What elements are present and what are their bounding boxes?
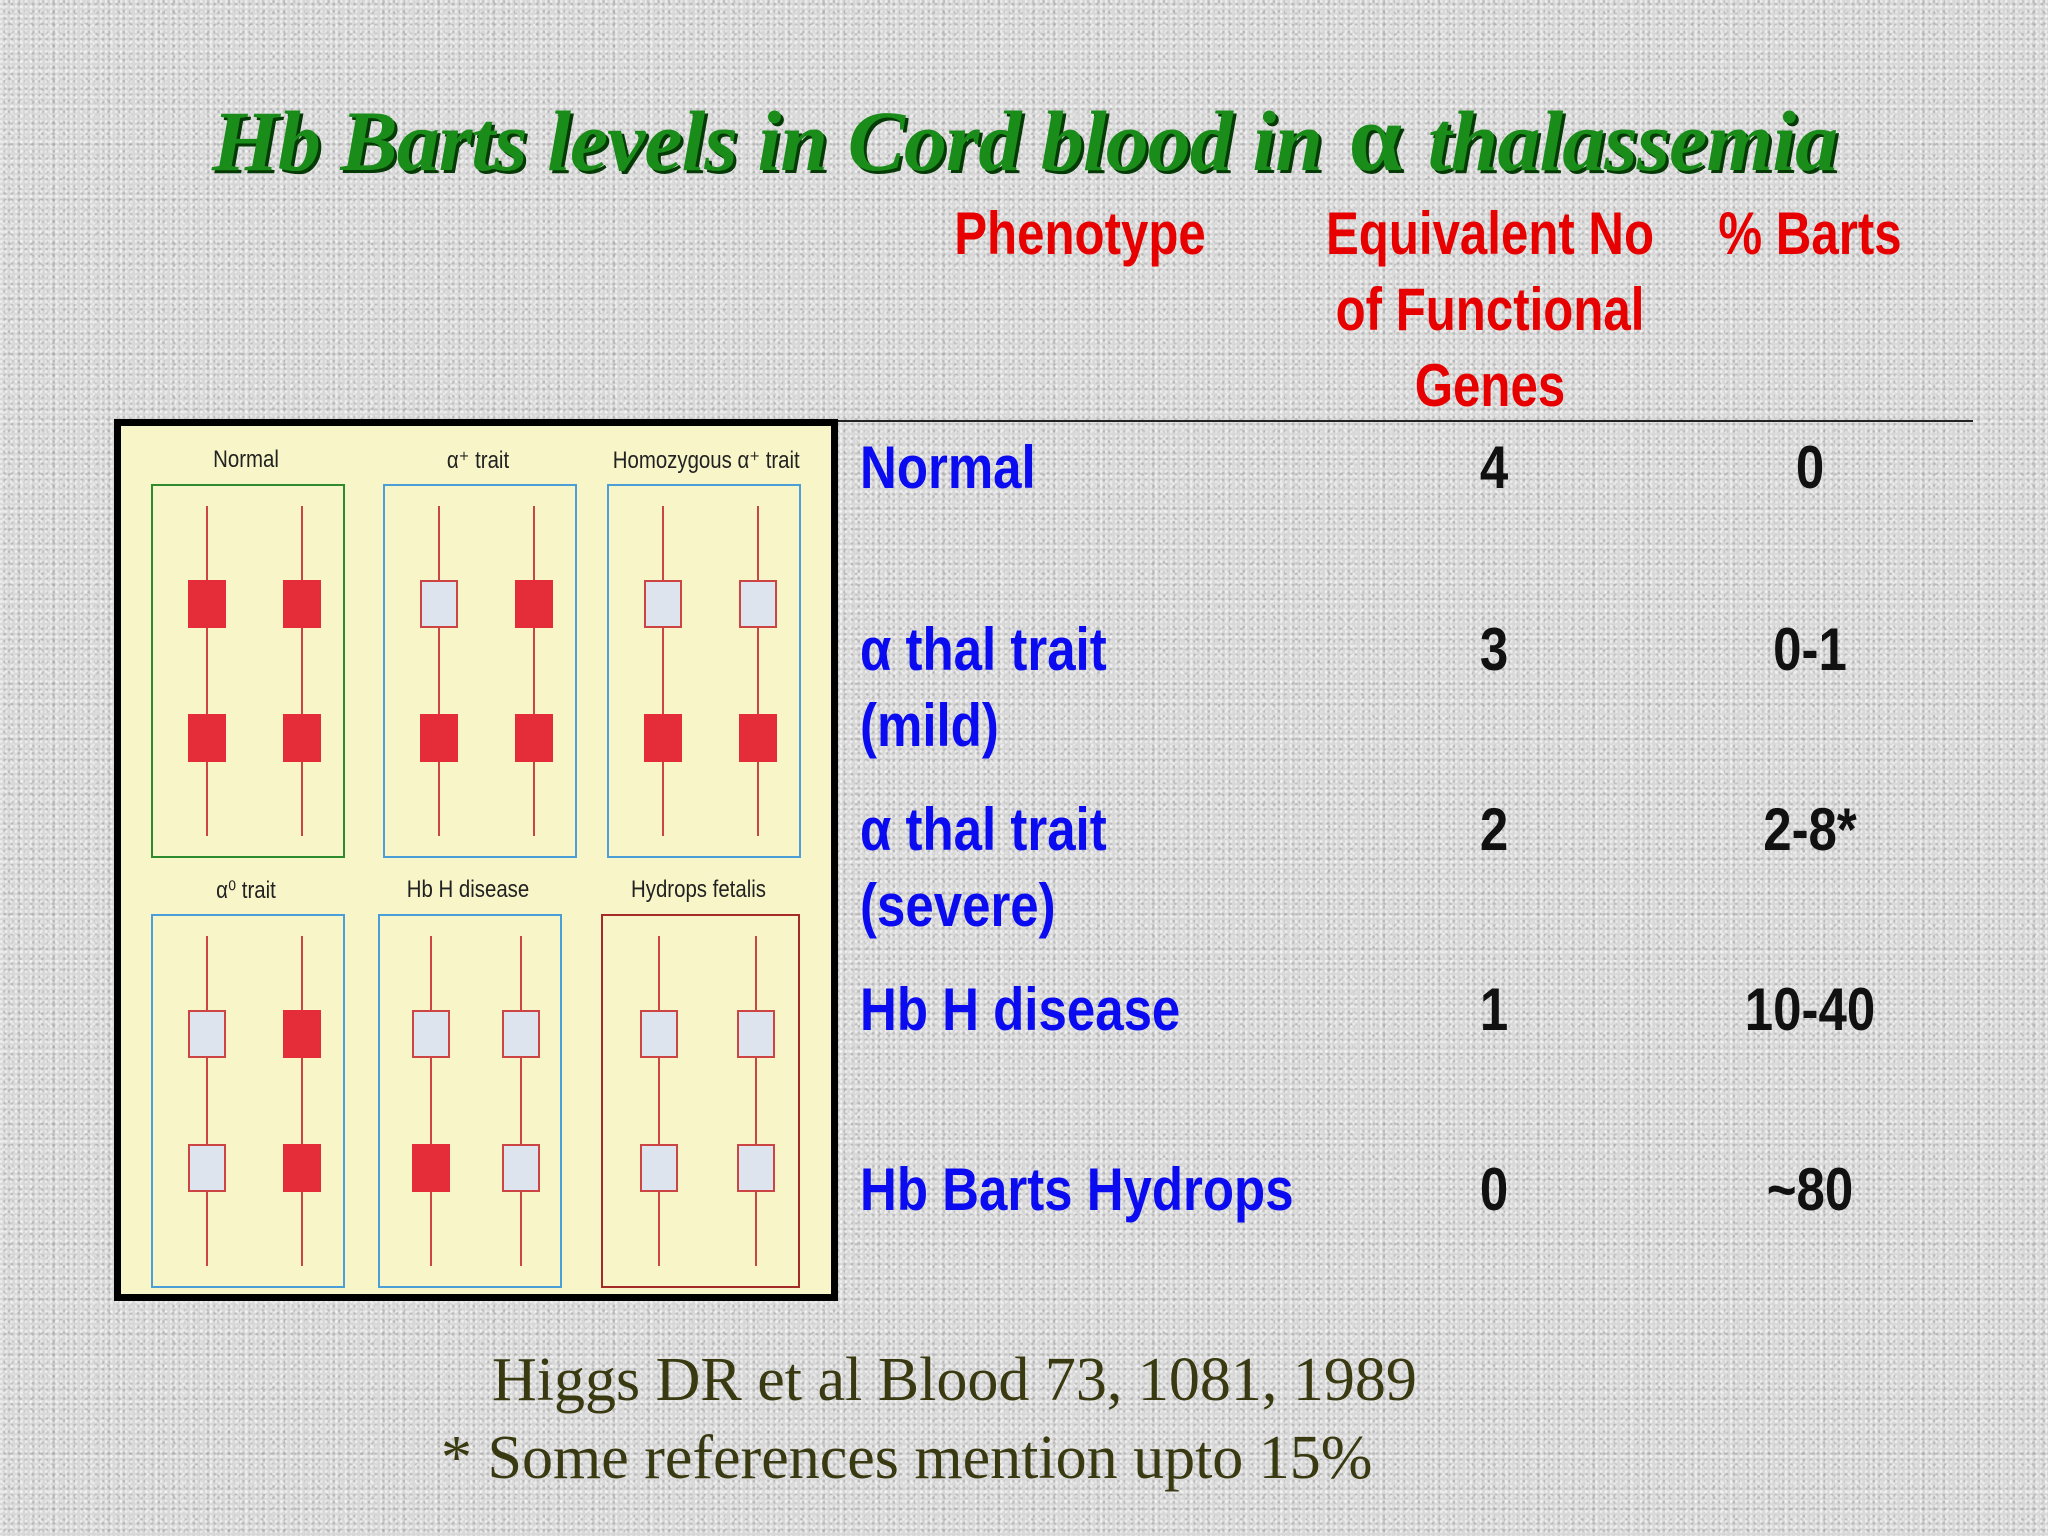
citation-footnote: * Some references mention upto 15% <box>441 1424 1373 1492</box>
genotype-panel <box>601 914 800 1288</box>
functional-gene <box>283 714 321 762</box>
row-hbh-genes: 1 <box>1479 976 1509 1043</box>
deleted-gene <box>640 1010 678 1058</box>
row-phenotype-line2: (mild) <box>860 692 999 759</box>
chromosome-line <box>430 936 432 1266</box>
chromosome-line <box>757 506 759 836</box>
panel-label: Homozygous α⁺ trait <box>612 447 800 474</box>
chromosome-line <box>533 506 535 836</box>
panel-label: Hydrops fetalis <box>631 876 766 903</box>
row-phenotype-line1: α thal trait <box>860 616 1107 683</box>
panel-label: Normal <box>213 446 279 473</box>
functional-gene <box>644 714 682 762</box>
row-normal-genes: 4 <box>1479 434 1509 501</box>
deleted-gene <box>739 580 777 628</box>
row-normal-phenotype: Normal <box>860 430 1036 506</box>
deleted-gene <box>412 1010 450 1058</box>
chromosome-line <box>520 936 522 1266</box>
row-phenotype-line1: Normal <box>860 434 1036 501</box>
row-normal-barts: 0 <box>1795 434 1825 501</box>
chromosome-line <box>438 506 440 836</box>
title-text-after: thalassemia <box>1427 93 1839 189</box>
genotype-panel <box>378 914 562 1288</box>
deleted-gene <box>737 1010 775 1058</box>
chromosome-line <box>662 506 664 836</box>
header-equivalent-line1: Equivalent No <box>1325 200 1655 267</box>
deleted-gene <box>188 1144 226 1192</box>
chromosome-line <box>206 936 208 1266</box>
row-phenotype-line2: (severe) <box>860 872 1056 939</box>
deleted-gene <box>502 1010 540 1058</box>
functional-gene <box>283 580 321 628</box>
row-hbh-phenotype: Hb H disease <box>860 972 1180 1048</box>
header-percent-barts: % Barts <box>1718 200 1902 267</box>
title-text-before: Hb Barts levels in Cord blood in <box>212 93 1323 189</box>
citation-reference: Higgs DR et al Blood 73, 1081, 1989 <box>492 1346 1417 1414</box>
deleted-gene <box>188 1010 226 1058</box>
functional-gene <box>515 580 553 628</box>
slide-title: Hb Barts levels in Cord blood in α thala… <box>212 82 2012 193</box>
genotype-panel <box>151 914 345 1288</box>
row-phenotype-line1: Hb H disease <box>860 976 1181 1043</box>
alpha-globin-gene-diagram: Normal α⁺ trait Homozygous α⁺ trait α⁰ trai… <box>114 419 838 1301</box>
chromosome-line <box>301 506 303 836</box>
chromosome-line <box>658 936 660 1266</box>
row-phenotype-line1: α thal trait <box>860 796 1107 863</box>
row-mild-trait-barts: 0-1 <box>1773 616 1847 683</box>
row-severe-trait-barts: 2-8* <box>1763 796 1857 863</box>
row-hydrops-barts: ~80 <box>1766 1156 1854 1223</box>
chromosome-line <box>301 936 303 1266</box>
deleted-gene <box>640 1144 678 1192</box>
chromosome-line <box>755 936 757 1266</box>
row-hbh-barts: 10-40 <box>1744 976 1876 1043</box>
row-mild-trait-phenotype: α thal trait (mild) <box>860 612 1107 764</box>
panel-label: Hb H disease <box>406 876 530 903</box>
genotype-panel <box>607 484 801 858</box>
panel-label: α⁰ trait <box>216 877 276 904</box>
functional-gene <box>739 714 777 762</box>
deleted-gene <box>644 580 682 628</box>
genotype-panel <box>151 484 345 858</box>
functional-gene <box>188 714 226 762</box>
row-hydrops-phenotype: Hb Barts Hydrops <box>860 1152 1294 1228</box>
header-phenotype: Phenotype <box>954 200 1206 267</box>
row-mild-trait-genes: 3 <box>1479 616 1509 683</box>
panel-label: α⁺ trait <box>446 447 510 474</box>
deleted-gene <box>737 1144 775 1192</box>
header-divider <box>825 420 1973 422</box>
header-equivalent-line3: Genes <box>1414 352 1566 419</box>
chromosome-line <box>206 506 208 836</box>
functional-gene <box>515 714 553 762</box>
functional-gene <box>283 1144 321 1192</box>
functional-gene <box>188 580 226 628</box>
header-equivalent-genes: Equivalent No of Functional Genes <box>1285 196 1695 424</box>
functional-gene <box>412 1144 450 1192</box>
genotype-panel <box>383 484 577 858</box>
title-alpha-symbol: α <box>1348 84 1403 191</box>
functional-gene <box>283 1010 321 1058</box>
functional-gene <box>420 714 458 762</box>
row-severe-trait-phenotype: α thal trait (severe) <box>860 792 1107 944</box>
row-phenotype-line1: Hb Barts Hydrops <box>860 1156 1294 1223</box>
row-severe-trait-genes: 2 <box>1479 796 1509 863</box>
row-hydrops-genes: 0 <box>1479 1156 1509 1223</box>
deleted-gene <box>420 580 458 628</box>
deleted-gene <box>502 1144 540 1192</box>
header-equivalent-line2: of Functional <box>1335 276 1645 343</box>
